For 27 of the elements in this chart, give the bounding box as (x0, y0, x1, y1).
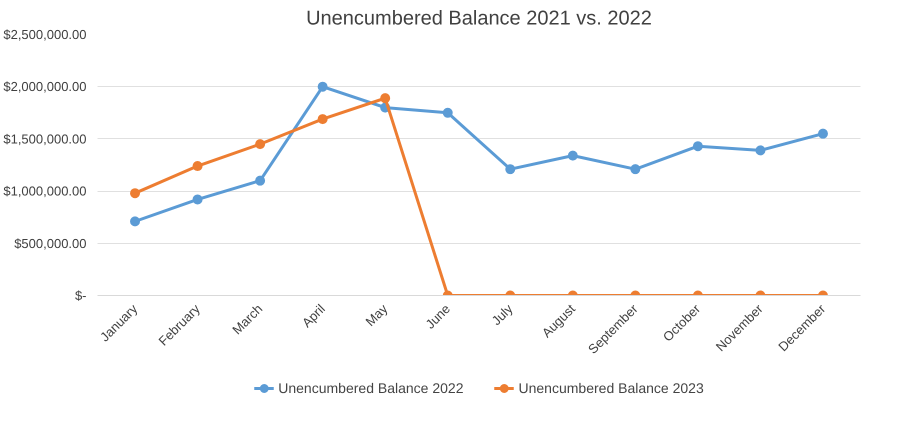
point (255, 139, 266, 150)
point (130, 188, 140, 198)
point (380, 93, 390, 104)
point (130, 216, 140, 226)
point (192, 161, 203, 172)
x-tick-label: May (362, 300, 391, 330)
point (818, 128, 828, 139)
point (568, 150, 578, 161)
y-tick-label: $- (74, 288, 87, 303)
point (505, 164, 516, 174)
y-tick-label: $1,500,000.00 (3, 131, 87, 146)
point (692, 141, 703, 152)
legend-label: Unencumbered Balance 2022 (278, 380, 464, 396)
point (318, 82, 328, 92)
point (318, 114, 328, 124)
y-tick-label: $500,000.00 (14, 236, 87, 251)
point (192, 194, 203, 204)
chart-title: Unencumbered Balance 2021 vs. 2022 (306, 8, 652, 30)
point (442, 108, 453, 118)
point (255, 176, 266, 186)
y-tick-label: $1,000,000.00 (3, 184, 87, 199)
point (755, 145, 766, 156)
legend-label: Unencumbered Balance 2023 (518, 380, 704, 396)
x-tick-label: July (488, 300, 516, 328)
y-tick-label: $2,000,000.00 (3, 79, 87, 94)
point (630, 164, 640, 174)
y-tick-label: $2,500,000.00 (3, 27, 87, 42)
